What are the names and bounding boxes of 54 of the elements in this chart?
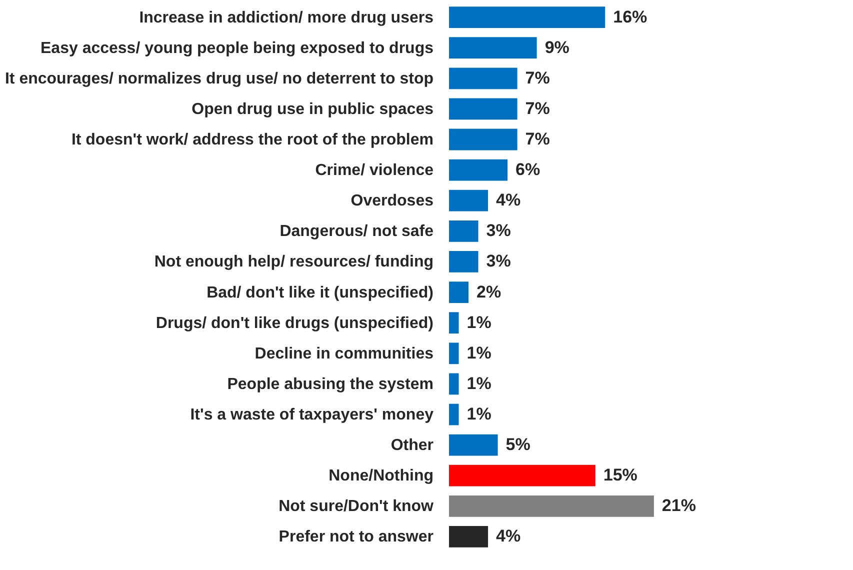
y-tick-label: Overdoses [350, 192, 434, 210]
y-tick-label: Crime/ violence [315, 162, 434, 180]
data-label: 1% [466, 374, 492, 393]
y-tick-label: It encourages/ normalizes drug use/ no deterrent to stop [4, 70, 434, 88]
y-tick-label: People abusing the system [227, 376, 434, 393]
data-label: 7% [525, 130, 550, 148]
data-label: 3% [486, 221, 511, 240]
bar [449, 464, 596, 486]
data-label: 9% [544, 38, 570, 57]
data-label: 7% [525, 68, 550, 88]
data-label: 4% [496, 526, 521, 546]
bar [449, 312, 459, 334]
y-tick-label: Increase in addiction/ more drug users [139, 9, 434, 26]
y-tick-label: It doesn't work/ address the root of the problem [71, 132, 434, 148]
bar [449, 251, 478, 272]
data-label: 5% [506, 435, 530, 454]
bar [449, 128, 518, 150]
bar [449, 282, 469, 303]
bar [449, 68, 518, 90]
y-tick-label: Dangerous/ not safe [280, 223, 434, 240]
y-tick-label: Easy access/ young people being exposed to drugs [40, 40, 434, 57]
data-label: 7% [525, 98, 550, 118]
bar [449, 37, 537, 59]
y-tick-label: It's a waste of taxpayers' money [190, 406, 434, 424]
bar [449, 373, 459, 395]
bar [449, 98, 518, 120]
bar [449, 190, 488, 212]
y-tick-label: Not enough help/ resources/ funding [154, 254, 434, 271]
bar [449, 159, 508, 181]
bar [449, 404, 459, 426]
bar [449, 495, 654, 517]
bar [449, 6, 606, 28]
y-tick-label: Open drug use in public spaces [192, 100, 434, 118]
y-tick-label: Other [390, 437, 434, 454]
data-label: 6% [516, 160, 540, 180]
y-tick-label: Bad/ don't like it (unspecified) [206, 284, 434, 302]
y-tick-label: None/Nothing [328, 468, 434, 485]
data-label: 4% [496, 190, 521, 210]
data-label: 15% [603, 466, 638, 485]
data-label: 1% [466, 404, 492, 424]
data-label: 1% [466, 343, 492, 362]
data-label: 1% [466, 312, 492, 332]
data-label: 3% [486, 252, 511, 271]
y-tick-label: Prefer not to answer [278, 528, 434, 546]
bar [449, 342, 459, 364]
bar [449, 220, 478, 242]
y-tick-label: Not sure/Don't know [278, 498, 434, 516]
y-tick-label: Drugs/ don't like drugs (unspecified) [156, 314, 434, 332]
data-label: 16% [613, 7, 648, 26]
data-label: 21% [662, 496, 696, 516]
bar [449, 434, 498, 456]
bar [449, 526, 488, 548]
data-label: 2% [476, 282, 502, 302]
y-tick-label: Decline in communities [254, 345, 434, 362]
